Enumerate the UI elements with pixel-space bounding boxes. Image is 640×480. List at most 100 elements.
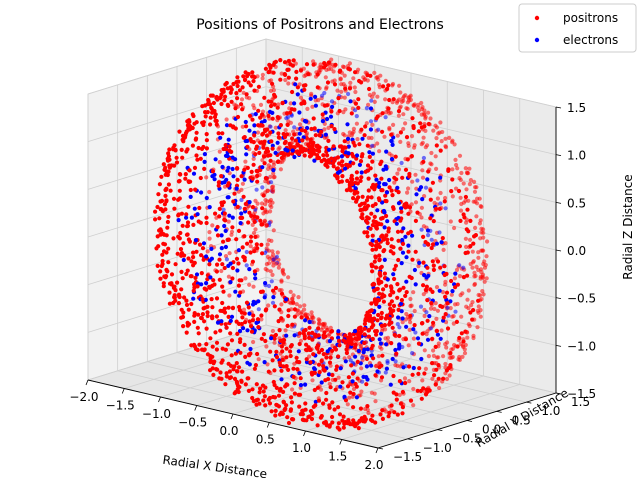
positron-point	[235, 114, 241, 120]
positron-point	[429, 150, 434, 156]
positron-point	[260, 251, 265, 256]
electron-point	[438, 336, 443, 341]
positron-point	[266, 397, 271, 402]
positron-point	[464, 244, 469, 249]
positron-point	[436, 376, 441, 381]
positron-point	[444, 345, 449, 350]
positron-point	[391, 206, 396, 211]
positron-point	[208, 115, 213, 120]
positron-point	[457, 274, 463, 279]
positron-point	[337, 161, 342, 166]
positron-point	[465, 335, 470, 340]
positron-point	[238, 215, 243, 220]
positron-point	[277, 145, 282, 150]
positron-point	[376, 354, 381, 359]
positron-point	[270, 358, 275, 363]
positron-point	[192, 165, 198, 170]
positron-point	[470, 265, 475, 270]
electron-point	[368, 106, 374, 111]
positron-point	[304, 357, 309, 362]
positron-point	[359, 366, 364, 371]
positron-point	[252, 88, 257, 93]
positron-point	[385, 313, 390, 318]
positron-point	[412, 145, 417, 150]
electron-point	[243, 119, 248, 125]
electron-point	[252, 123, 257, 128]
positron-point	[232, 102, 237, 107]
positron-point	[331, 164, 336, 169]
positron-point	[414, 186, 419, 191]
positron-point	[194, 153, 199, 158]
electron-point	[420, 197, 425, 202]
positron-point	[250, 70, 255, 75]
electron-point	[322, 90, 327, 96]
positron-point	[321, 65, 327, 70]
electron-point	[260, 165, 265, 170]
positron-point	[311, 352, 316, 357]
positron-point	[399, 209, 404, 214]
positron-point	[265, 242, 270, 247]
electron-point	[236, 248, 241, 253]
positron-point	[406, 143, 411, 148]
electron-point	[415, 178, 420, 183]
positron-point	[224, 325, 229, 330]
electron-point	[327, 339, 332, 344]
positron-point	[351, 140, 356, 145]
positron-point	[192, 313, 197, 318]
electron-point	[346, 144, 351, 149]
electron-point	[239, 197, 244, 203]
positron-point	[220, 346, 225, 351]
electron-point	[370, 238, 375, 243]
positron-point	[243, 320, 248, 325]
positron-point	[474, 201, 480, 206]
positron-point	[347, 163, 352, 168]
positron-point	[388, 293, 393, 298]
electron-point	[445, 305, 450, 310]
positron-point	[359, 154, 364, 159]
positron-point	[255, 246, 260, 251]
positron-point	[251, 230, 257, 236]
positron-point	[227, 148, 232, 153]
positron-point	[331, 144, 336, 149]
electron-point	[404, 255, 409, 260]
positron-point	[276, 265, 281, 270]
positron-point	[370, 223, 375, 228]
positron-point	[273, 125, 278, 130]
positron-point	[316, 398, 322, 403]
electron-point	[385, 277, 390, 282]
positron-point	[458, 218, 463, 223]
electron-point	[360, 379, 365, 384]
positron-point	[356, 105, 361, 110]
electron-point	[192, 206, 197, 211]
positron-point	[217, 214, 222, 219]
positron-point	[246, 305, 251, 310]
positron-point	[256, 108, 261, 113]
positron-point	[227, 144, 232, 149]
positron-point	[268, 130, 273, 135]
positron-point	[358, 208, 363, 213]
positron-point	[407, 174, 412, 179]
positron-point	[291, 58, 296, 63]
electron-point	[194, 272, 200, 277]
positron-point	[420, 105, 425, 110]
positron-point	[234, 256, 240, 261]
positron-point	[471, 308, 476, 313]
positron-point	[324, 85, 329, 90]
positron-point	[319, 159, 324, 164]
electron-point	[220, 180, 225, 185]
positron-point	[220, 300, 225, 306]
positron-point	[426, 354, 431, 359]
positron-point	[237, 339, 243, 345]
electron-point	[325, 116, 330, 122]
positron-point	[373, 364, 379, 369]
positron-point	[204, 220, 209, 226]
positron-point	[363, 406, 368, 412]
positron-point	[192, 344, 197, 349]
positron-point	[175, 280, 180, 285]
y-tick-label: −1.5	[393, 450, 422, 464]
positron-point	[217, 160, 222, 165]
positron-point	[449, 278, 454, 284]
data-points	[153, 57, 490, 432]
positron-point	[193, 137, 198, 142]
positron-point	[337, 338, 342, 343]
